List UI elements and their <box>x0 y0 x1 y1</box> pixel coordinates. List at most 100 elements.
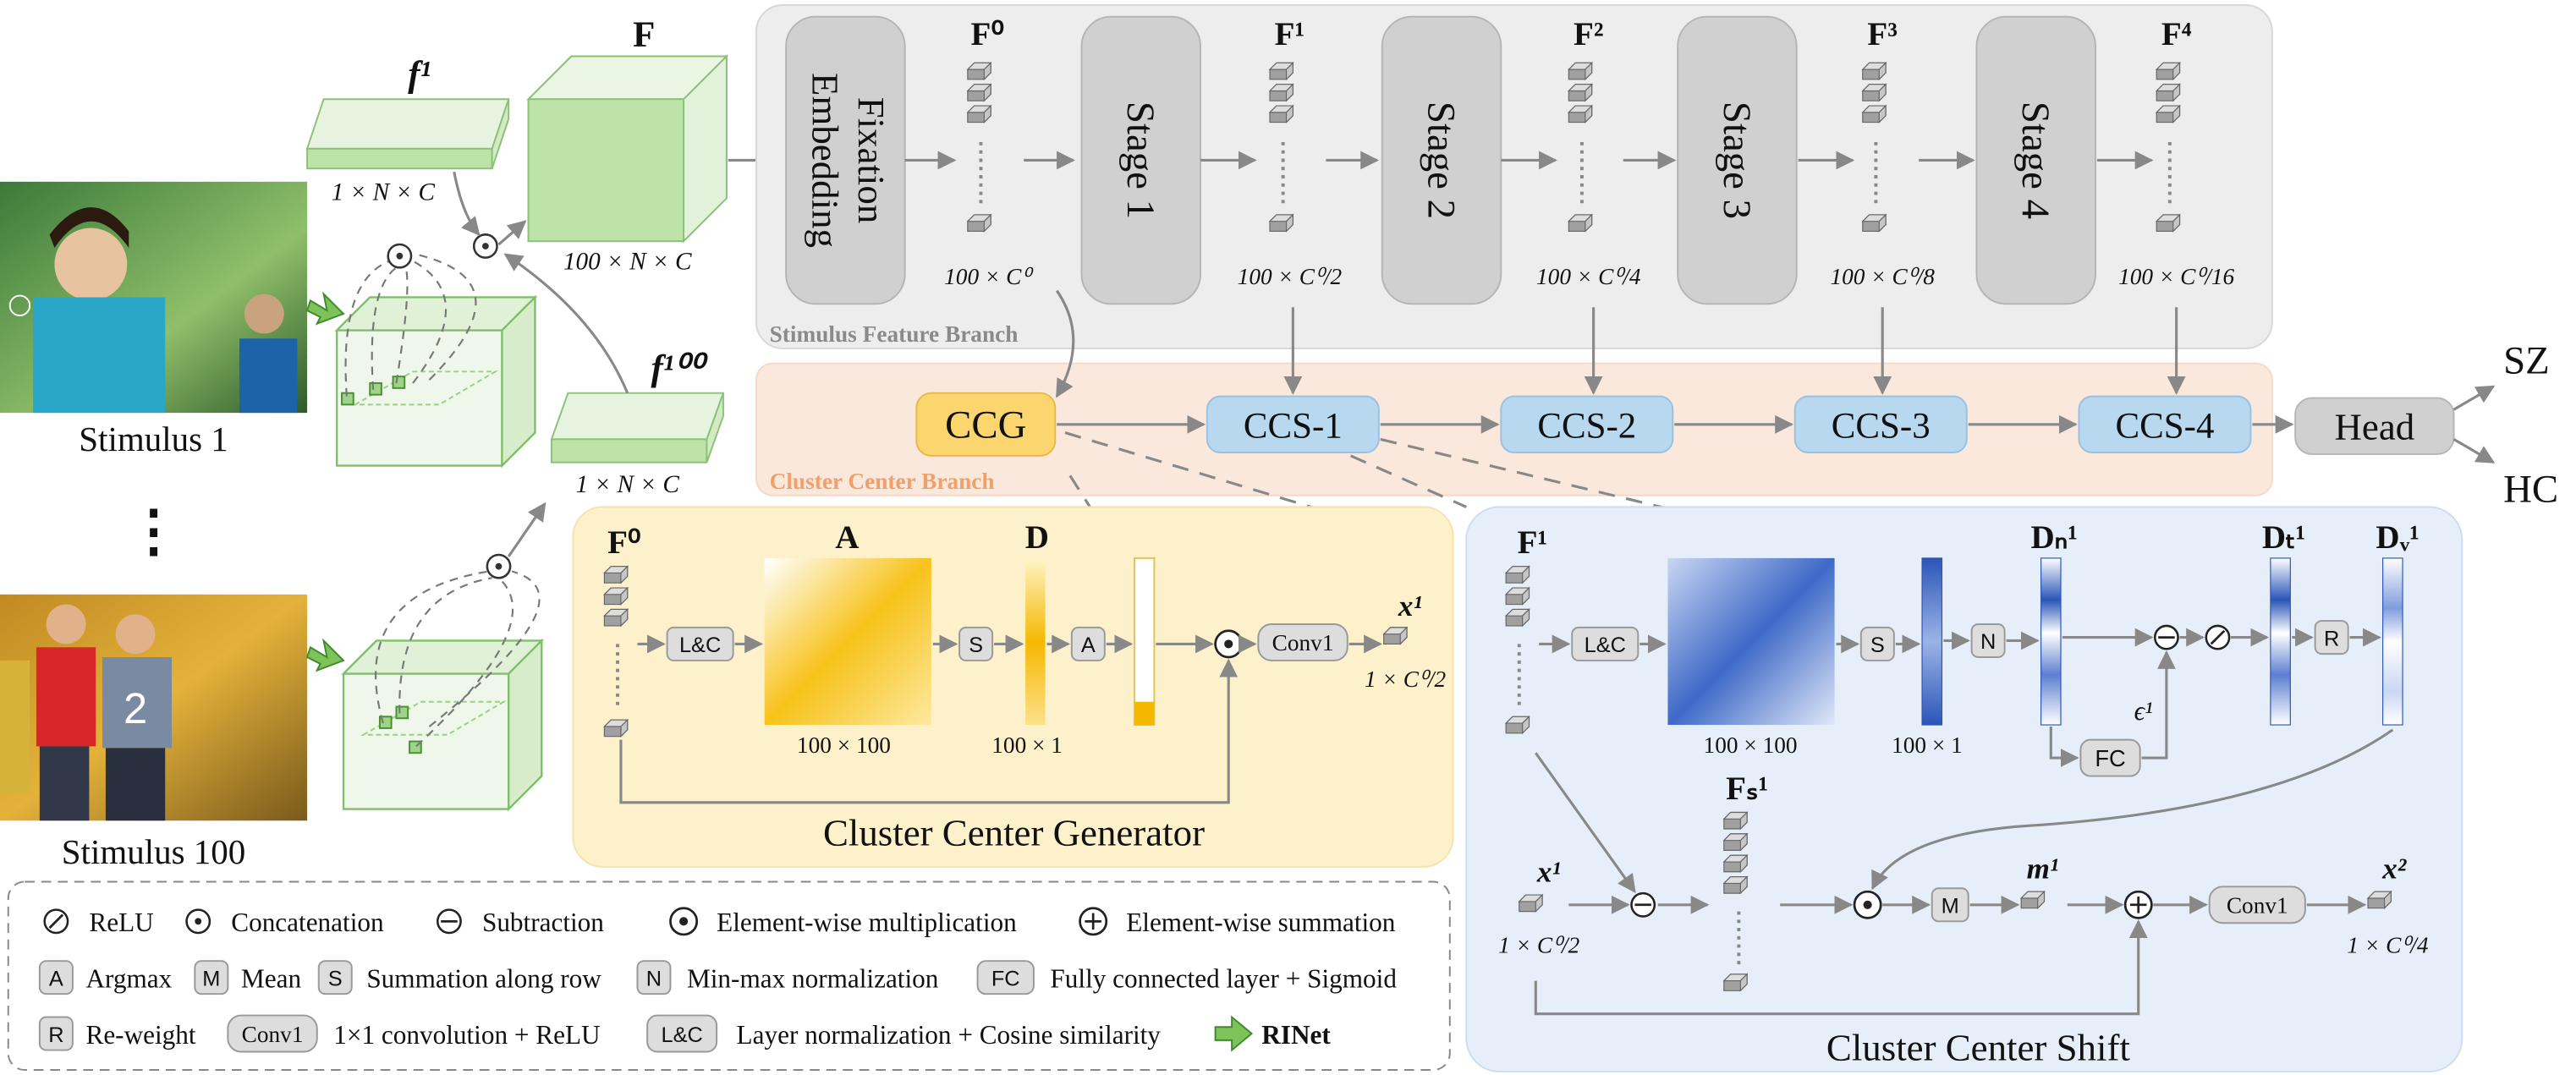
ccs-eps-label: ϵ¹ <box>2134 696 2153 726</box>
stimulus-100-label: Stimulus 100 <box>62 832 246 871</box>
F3-cube <box>1862 105 1887 123</box>
F1-dim: 100 × C⁰/2 <box>1238 264 1343 289</box>
ccs-conv-op <box>2208 886 2306 924</box>
F-label: F <box>633 15 655 55</box>
ccg-F0-label: F⁰ <box>607 524 640 561</box>
legend-norm: Min-max normalization <box>687 963 939 993</box>
output-hc-label: HC <box>2503 468 2558 512</box>
ccs-rowsum-vector <box>1921 557 1943 726</box>
ccg-lc-op <box>666 626 734 661</box>
F4-cube <box>2156 62 2181 80</box>
ccs-F1-stack <box>1505 566 1530 734</box>
legend-concat: Concatenation <box>231 908 384 937</box>
legend-mean: Mean <box>241 963 301 993</box>
F0-stack-label: F⁰ <box>971 16 1004 52</box>
F2-dim: 100 × C⁰/4 <box>1536 264 1641 289</box>
ccs-2-block <box>1500 395 1674 453</box>
concat-arcs <box>344 253 541 748</box>
ccg-conv-op <box>1257 623 1348 661</box>
F1-cube <box>1269 214 1293 233</box>
stage-3-label: Stage 3 <box>1715 101 1759 219</box>
ccg-lc-label: L&C <box>679 633 721 657</box>
ccs-x1-cube <box>1519 894 1543 913</box>
ccs-r-op <box>2314 620 2349 655</box>
legend: ReLU Concatenation Subtraction Element-w… <box>38 907 1397 1053</box>
F0-cube <box>967 105 991 123</box>
legend-mul: Element-wise multiplication <box>717 908 1017 937</box>
F0-dim: 100 × C⁰ <box>944 264 1034 289</box>
F4-cube <box>2156 105 2181 123</box>
stage-4-block <box>1975 15 2096 305</box>
legend-rw: Re-weight <box>86 1020 196 1050</box>
ccg-vector-D <box>1025 557 1046 726</box>
ccg-block <box>915 392 1057 457</box>
embedding-label: Embedding <box>804 73 846 248</box>
f100-label: f¹⁰⁰ <box>651 348 708 388</box>
stage-1-label: Stage 1 <box>1118 101 1162 219</box>
ccs-4-block <box>2078 395 2252 453</box>
legend-relu: ReLU <box>89 908 153 937</box>
ccs-r-label: R <box>2324 627 2339 650</box>
ccs-Fs-label: Fₛ¹ <box>1726 771 1768 807</box>
ccs-x2-cube <box>2367 891 2392 909</box>
ccs-3-block <box>1793 395 1968 453</box>
ccs-m1-label: m¹ <box>2027 853 2059 886</box>
ccs-F1-label: F¹ <box>1518 524 1548 561</box>
ccs-Dn-vector <box>2040 557 2062 726</box>
cluster-center-branch-label: Cluster Center Branch <box>770 469 995 494</box>
ccs-lc-label: L&C <box>1585 633 1626 657</box>
ccs-n-label: N <box>1980 630 1996 654</box>
rinet-cube-100 <box>341 638 545 812</box>
ccg-D-dim: 100 × 1 <box>991 732 1063 758</box>
ccs-n-op <box>1970 623 2006 658</box>
ccg-x1-cube <box>1383 627 1408 644</box>
ccs-x1-dim: 1 × C⁰/2 <box>1498 932 1579 957</box>
F0-cube <box>967 214 991 233</box>
F3-cube <box>1862 84 1887 101</box>
ccs-Dt-vector <box>2270 557 2291 726</box>
ccg-s-op <box>958 626 994 661</box>
ccs-fc-op <box>2079 738 2141 777</box>
head-label: Head <box>2335 405 2415 447</box>
ccs-matrix-dim: 100 × 100 <box>1704 732 1798 758</box>
output-sz-label: SZ <box>2503 338 2550 382</box>
legend-mean-key: M <box>202 967 220 990</box>
ccg-A-dim: 100 × 100 <box>797 732 891 758</box>
F3-stack-label: F³ <box>1867 16 1898 52</box>
ccs-arrows <box>1534 628 2394 1016</box>
stage-blocks: Stage 1 Stage 2 Stage 3 Stage 4 <box>1080 15 2096 305</box>
ccs-m-label: M <box>1942 895 1959 919</box>
ccs-rowsum-dim: 100 × 1 <box>1892 732 1963 758</box>
ccg-x1-dim: 1 × C⁰/2 <box>1365 666 1446 692</box>
ccg-argmax-vector <box>1133 557 1156 727</box>
F2-cube <box>1568 62 1593 80</box>
F1-cube <box>1269 62 1293 80</box>
ccs-conv-label: Conv1 <box>2227 893 2288 919</box>
ccs-Fs-stack <box>1723 811 1748 991</box>
legend-rinet-arrow <box>1214 1015 1254 1052</box>
F4-stack-label: F⁴ <box>2161 16 2192 52</box>
ccg-A-label: A <box>835 519 859 556</box>
rinet-arrow-2 <box>305 638 345 672</box>
ccg-s-label: S <box>969 633 983 657</box>
f100-slab <box>550 392 725 463</box>
ccs-Dw-vector <box>2382 557 2403 726</box>
branch-arrows <box>904 151 2496 464</box>
ccg-F0-stack <box>603 566 629 738</box>
legend-norm-key: N <box>646 967 662 990</box>
ccg-a-op <box>1070 626 1106 661</box>
f100-dim: 1 × N × C <box>576 471 680 498</box>
head-block <box>2294 397 2455 455</box>
rinet-cube-1 <box>334 294 538 469</box>
F3-cube <box>1862 214 1887 233</box>
F3-cube <box>1862 62 1887 80</box>
ccs-s-label: S <box>1870 633 1885 657</box>
ccs-Dw-label: Dᵥ¹ <box>2376 519 2419 556</box>
F2-cube <box>1568 105 1593 123</box>
stimulus-feature-branch-label: Stimulus Feature Branch <box>770 321 1019 347</box>
F-dim: 100 × N × C <box>563 248 692 275</box>
F2-stack-label: F² <box>1574 16 1604 52</box>
ccs-2-label: CCS-2 <box>1537 406 1636 446</box>
ccg-label: CCG <box>945 403 1026 447</box>
